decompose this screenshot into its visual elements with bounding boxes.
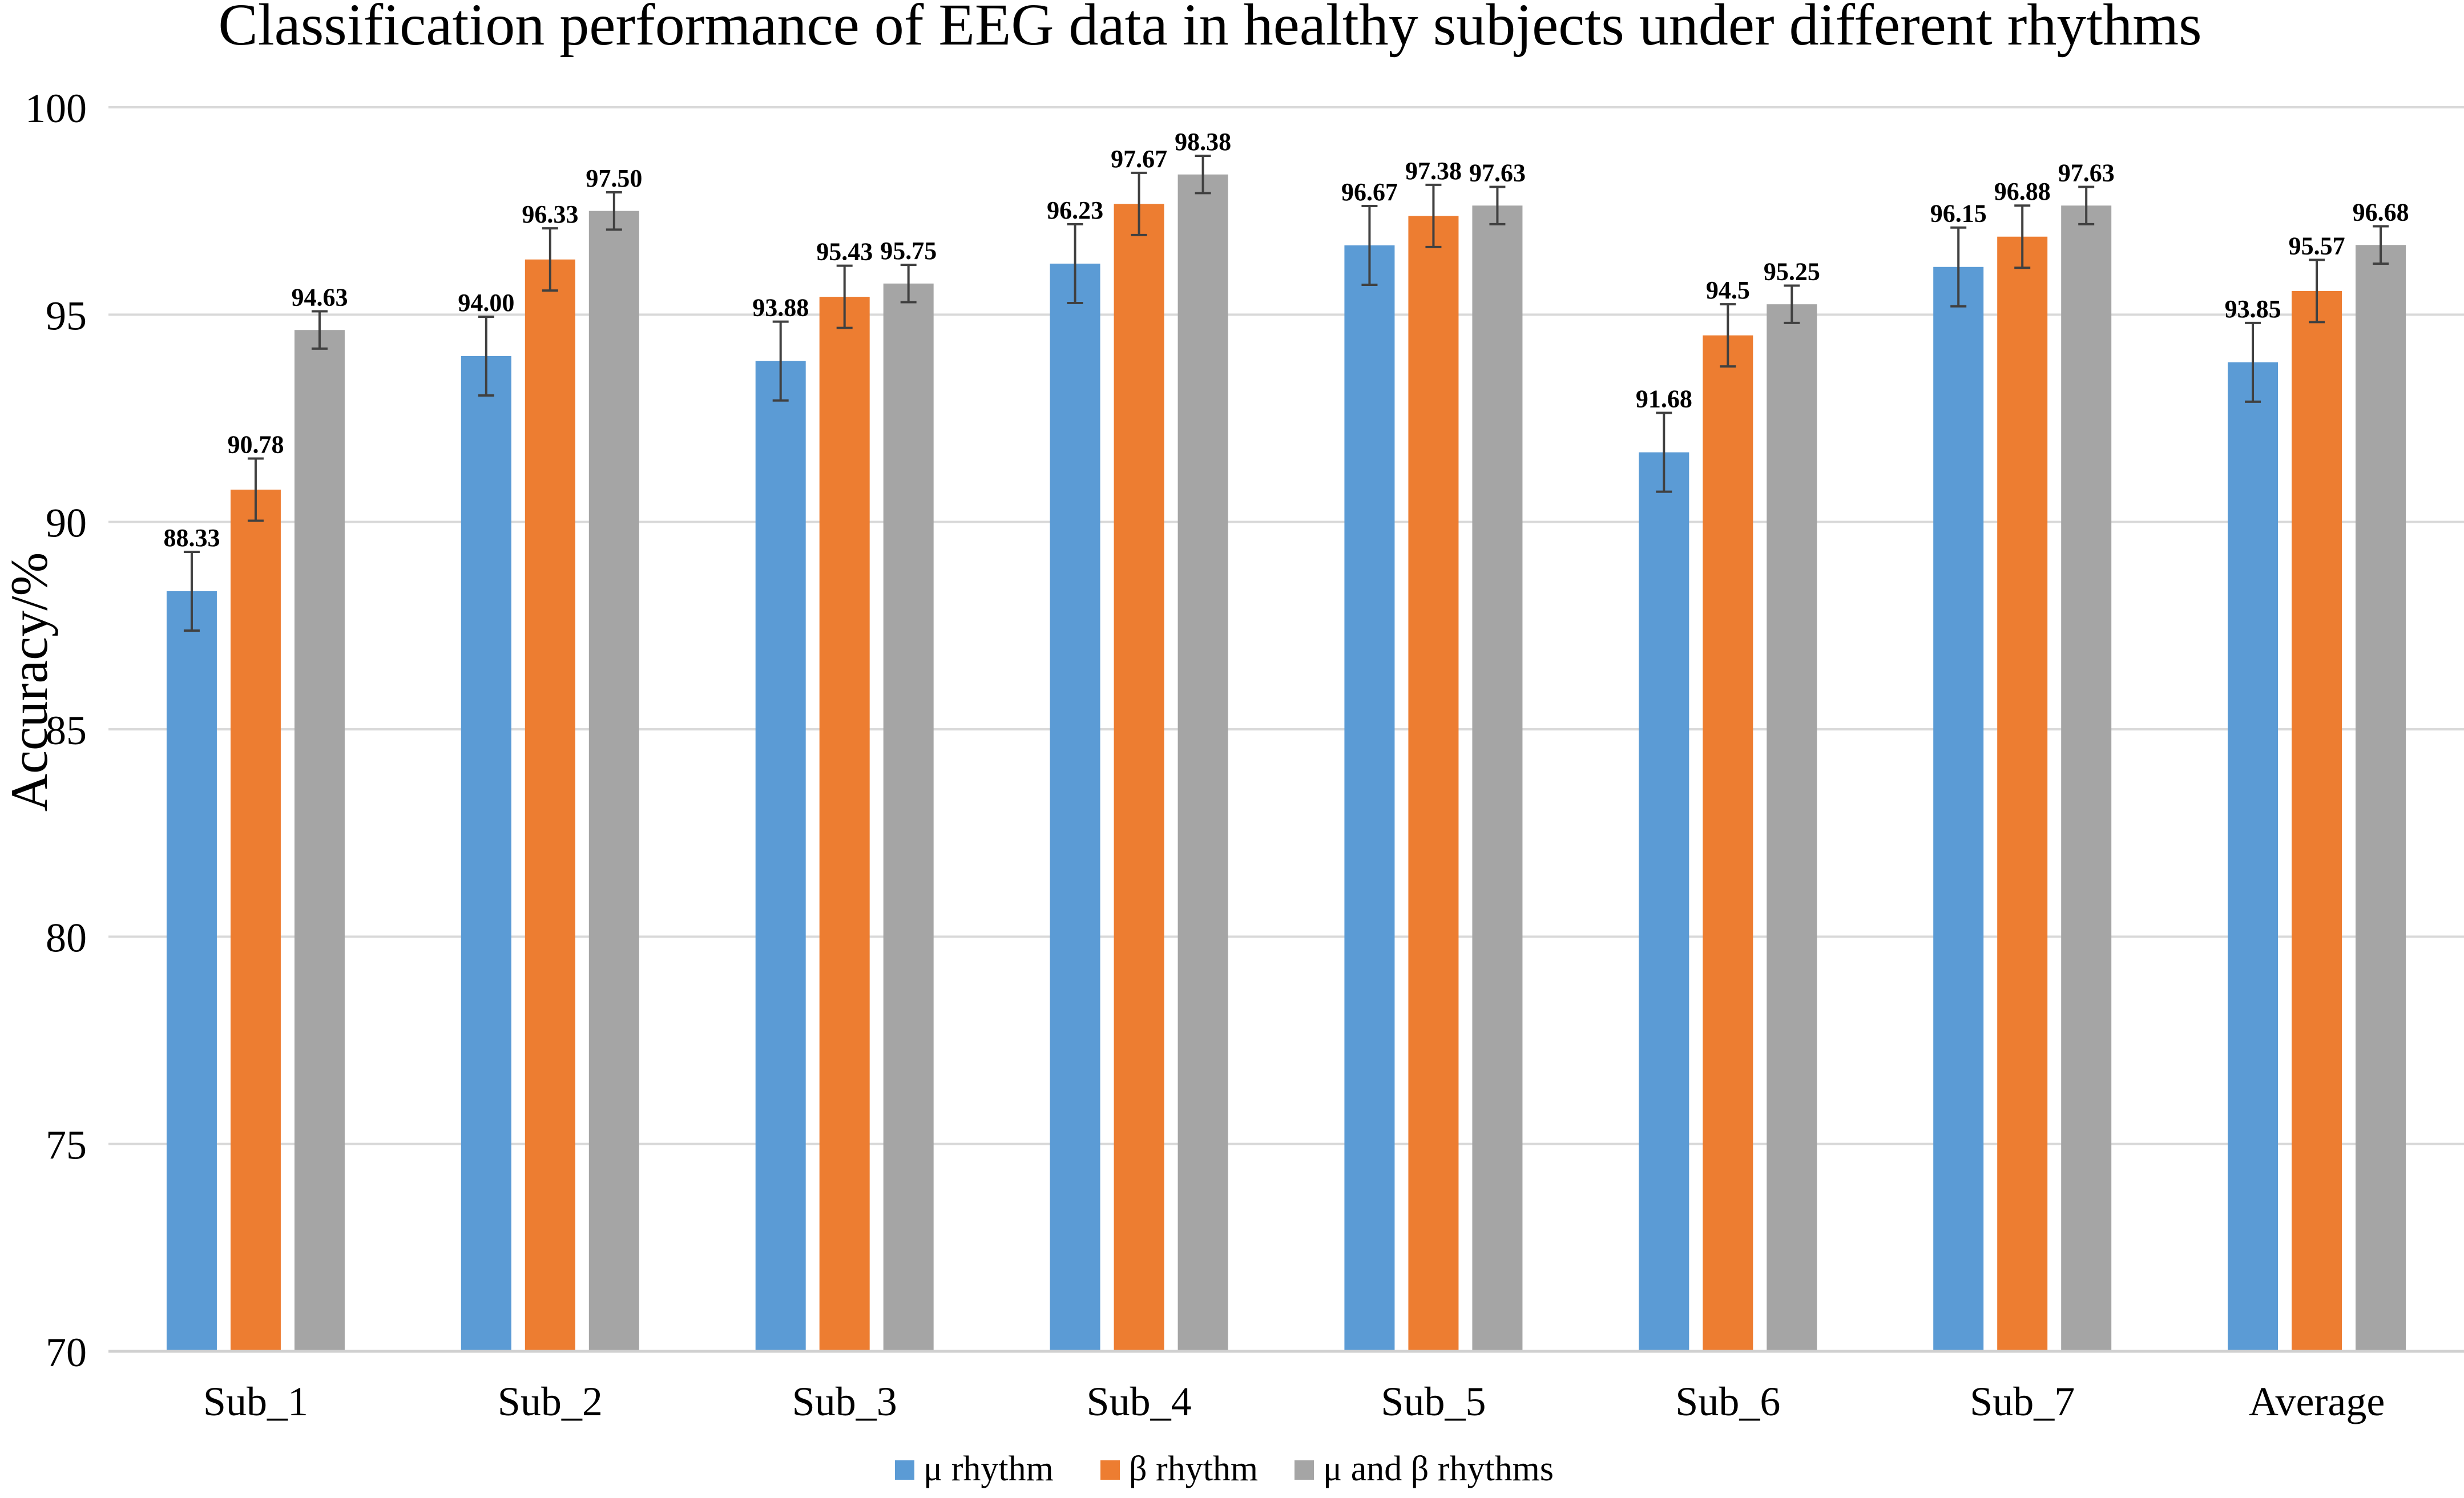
legend-label: μ rhythm [924, 1449, 1054, 1488]
data-label: 96.33 [522, 200, 578, 228]
bar [819, 297, 870, 1351]
bar [2228, 362, 2279, 1351]
data-label: 94.63 [291, 284, 348, 312]
data-label: 90.78 [227, 430, 284, 458]
x-tick-label: Sub_1 [203, 1379, 308, 1424]
data-label: 97.67 [1111, 145, 1167, 173]
data-label: 94.00 [458, 289, 514, 317]
bar [1114, 204, 1164, 1351]
data-label: 97.63 [1469, 159, 1526, 187]
bar [1933, 267, 1984, 1352]
bar [1177, 174, 1228, 1352]
bar [588, 211, 639, 1352]
data-label: 93.88 [752, 294, 809, 322]
data-label: 95.43 [816, 238, 873, 266]
bar [1767, 304, 1817, 1351]
bar [2292, 290, 2342, 1351]
data-label: 96.67 [1341, 178, 1398, 206]
x-tick-label: Sub_2 [498, 1379, 603, 1424]
x-tick-label: Average [2249, 1379, 2385, 1424]
data-label: 96.15 [1930, 200, 1987, 228]
data-labels: 88.33 90.78 94.63 94.00 96.33 97.50 93.8895.43… [163, 128, 2409, 552]
legend-swatch [895, 1460, 914, 1480]
x-tick-label: Sub_7 [1970, 1379, 2075, 1424]
bar [1050, 263, 1100, 1351]
bar [755, 361, 806, 1351]
bar [1344, 245, 1395, 1352]
data-label: 93.85 [2225, 295, 2281, 323]
data-label: 91.68 [1636, 385, 1692, 413]
bars [166, 174, 2406, 1352]
y-tick-label: 80 [46, 915, 87, 960]
y-tick-label: 70 [46, 1330, 87, 1375]
x-tick-label: Sub_6 [1675, 1379, 1780, 1424]
y-axis-label: Accuracy/% [0, 552, 58, 812]
bar [1639, 452, 1689, 1351]
bar [2061, 205, 2112, 1352]
bar [2356, 245, 2406, 1352]
data-label: 97.50 [586, 164, 642, 192]
bar [230, 489, 281, 1351]
error-bars [183, 155, 2389, 632]
bar [883, 283, 934, 1351]
bar [525, 259, 575, 1352]
y-tick-label: 85 [46, 708, 87, 753]
x-axis-ticks: Sub_1 Sub_2 Sub_3 Sub_4 Sub_5 Sub_6 Sub_7 Avera… [203, 1379, 2385, 1424]
data-label: 97.38 [1405, 157, 1462, 185]
x-tick-label: Sub_5 [1381, 1379, 1486, 1424]
data-label: 98.38 [1175, 128, 1231, 156]
legend-label: μ and β rhythms [1323, 1449, 1554, 1488]
data-label: 96.68 [2353, 199, 2409, 227]
x-tick-label: Sub_3 [792, 1379, 897, 1424]
data-label: 96.23 [1047, 196, 1103, 224]
y-tick-label: 90 [46, 500, 87, 546]
data-label: 95.25 [1764, 257, 1820, 285]
data-label: 94.5 [1706, 276, 1750, 304]
data-label: 96.88 [1994, 177, 2051, 205]
bar [1703, 335, 1753, 1351]
data-label: 88.33 [163, 524, 220, 552]
x-tick-label: Sub_4 [1087, 1379, 1192, 1424]
y-tick-label: 95 [46, 293, 87, 338]
legend-swatch [1294, 1460, 1314, 1480]
bar [1472, 205, 1523, 1352]
data-label: 97.63 [2058, 159, 2115, 187]
bar [166, 591, 217, 1351]
bar [294, 330, 345, 1351]
y-axis-ticks: 70 75 80 85 90 95 100 [25, 86, 87, 1375]
legend: μ rhythm β rhythm μ and β rhythms [895, 1449, 1554, 1488]
chart-title: Classification performance of EEG data i… [218, 0, 2201, 58]
legend-swatch [1100, 1460, 1120, 1480]
y-tick-label: 75 [46, 1123, 87, 1168]
data-label: 95.75 [880, 237, 937, 265]
y-tick-label: 100 [25, 86, 87, 131]
bar [461, 356, 511, 1351]
bar [1997, 236, 2048, 1352]
legend-label: β rhythm [1129, 1449, 1258, 1488]
bar [1408, 216, 1459, 1351]
data-label: 95.57 [2289, 232, 2345, 260]
